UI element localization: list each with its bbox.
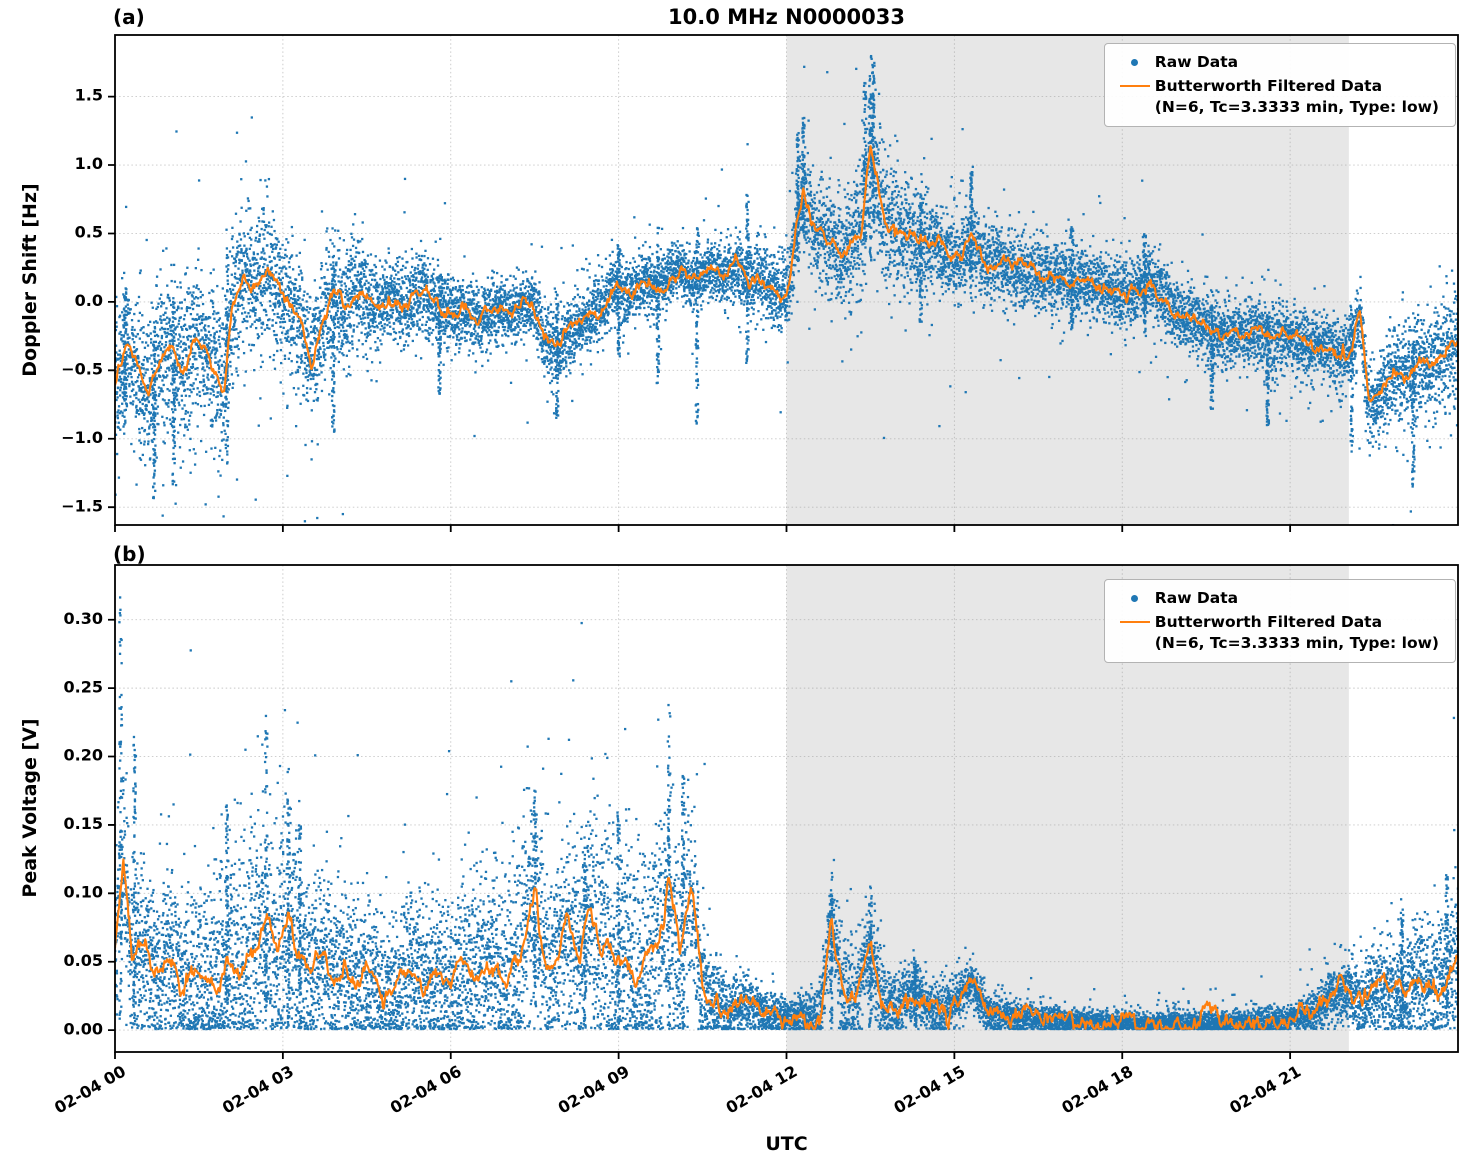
- raw-data-marker-icon: [1115, 52, 1155, 72]
- legend-raw-label: Raw Data: [1154, 53, 1239, 71]
- legend-row-raw: Raw Data: [1115, 588, 1439, 608]
- legend-filtered-params: (N=6, Tc=3.3333 min, Type: low): [1154, 633, 1439, 652]
- raw-data-marker-icon: [1115, 588, 1155, 608]
- x-axis-label: UTC: [765, 1133, 808, 1155]
- panel-b-label: (b): [113, 542, 146, 566]
- y-axis-label-voltage: Peak Voltage [V]: [19, 718, 41, 898]
- legend-row-filtered: Butterworth Filtered Data (N=6, Tc=3.333…: [1115, 76, 1439, 117]
- chart-title: 10.0 MHz N0000033: [668, 5, 905, 29]
- legend-panel-b: Raw Data Butterworth Filtered Data (N=6,…: [1103, 579, 1456, 664]
- legend-filtered-label: Butterworth Filtered Data (N=6, Tc=3.333…: [1154, 613, 1439, 652]
- filtered-line-marker-icon: [1115, 76, 1155, 96]
- legend-row-filtered: Butterworth Filtered Data (N=6, Tc=3.333…: [1115, 612, 1439, 653]
- legend-panel-a: Raw Data Butterworth Filtered Data (N=6,…: [1103, 43, 1456, 128]
- legend-filtered-label: Butterworth Filtered Data (N=6, Tc=3.333…: [1154, 77, 1439, 116]
- filtered-line-marker-icon: [1115, 612, 1155, 632]
- legend-raw-label: Raw Data: [1154, 589, 1239, 607]
- y-axis-label-doppler: Doppler Shift [Hz]: [19, 183, 41, 377]
- legend-row-raw: Raw Data: [1115, 52, 1439, 72]
- legend-filtered-params: (N=6, Tc=3.3333 min, Type: low): [1154, 97, 1439, 116]
- panel-a-label: (a): [113, 5, 145, 29]
